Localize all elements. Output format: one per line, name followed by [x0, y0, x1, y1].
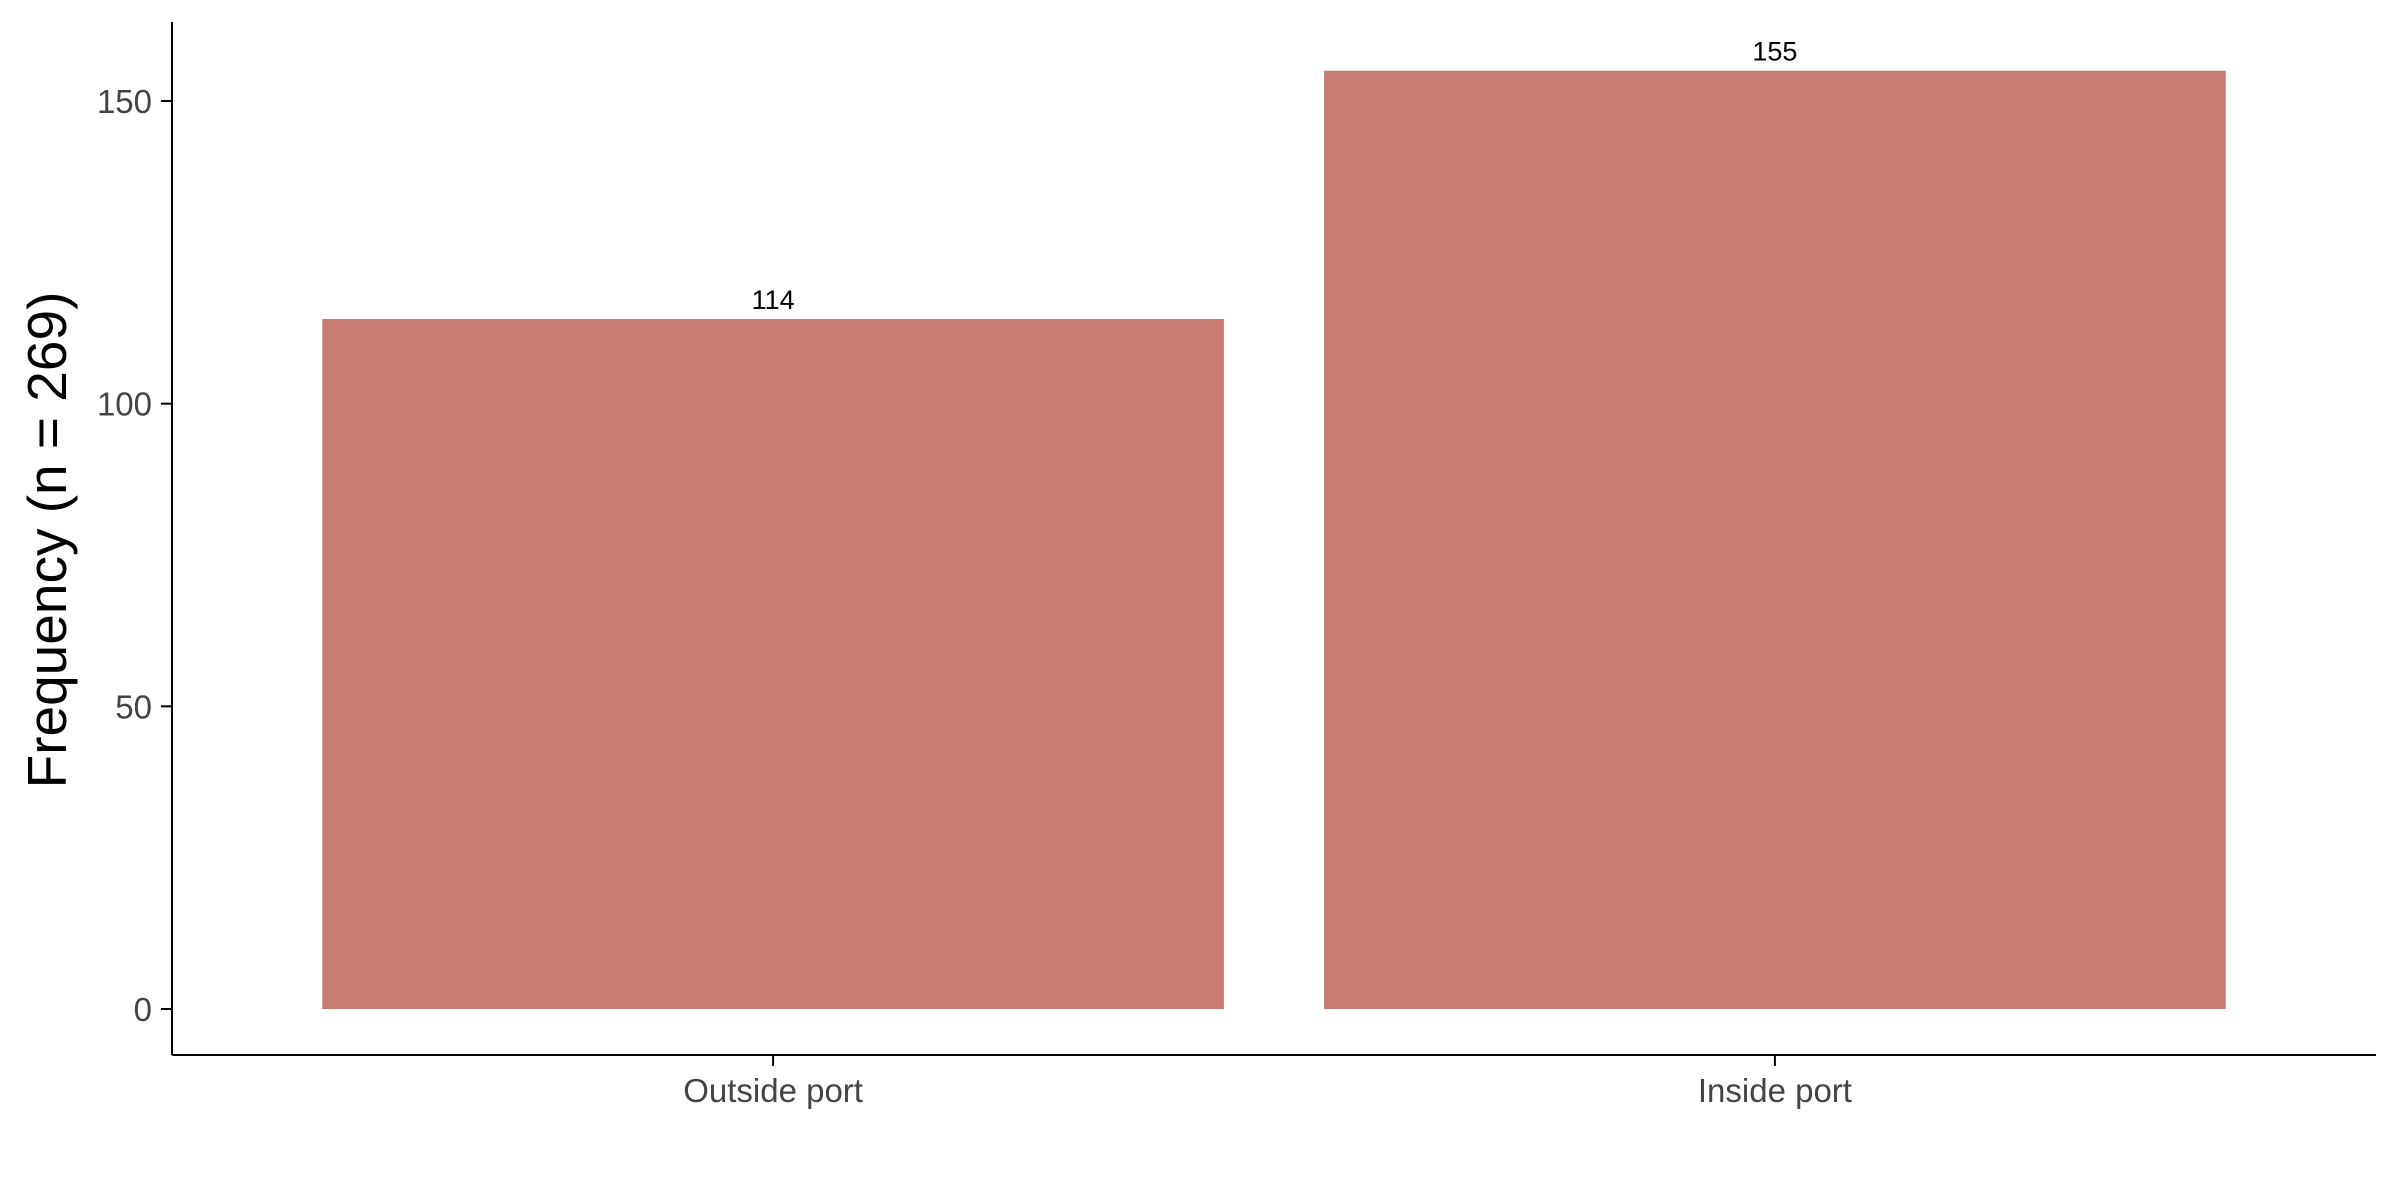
bar-inside-port	[1324, 70, 2226, 1009]
y-tick-label: 150	[97, 83, 152, 120]
y-tick-label: 0	[134, 991, 152, 1028]
bar-outside-port	[322, 318, 1224, 1009]
x-tick-label: Inside port	[1698, 1072, 1852, 1109]
y-tick-label: 100	[97, 386, 152, 423]
x-tick-label: Outside port	[683, 1072, 863, 1109]
x-axis: Outside port Inside port	[172, 1054, 2376, 1109]
y-axis-title: Frequency (n = 269)	[16, 292, 78, 789]
data-label: 155	[1752, 37, 1797, 67]
data-label: 114	[752, 285, 795, 315]
y-axis: 0 50 100 150	[97, 22, 173, 1055]
y-tick-label: 50	[115, 688, 152, 725]
data-labels: 114 155	[752, 37, 1798, 315]
bars	[322, 70, 2226, 1009]
